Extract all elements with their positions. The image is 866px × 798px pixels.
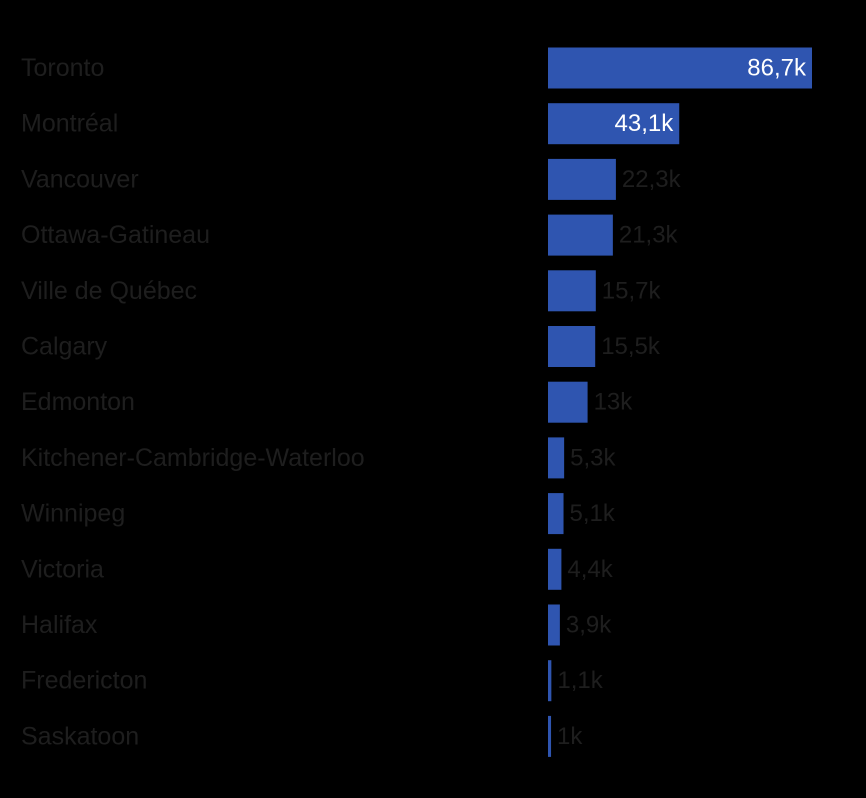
value-labels: 86,7k 43,1k 22,3k 21,3k 15,7k 15,5k 13k 5,3k 5,1…: [557, 55, 807, 750]
data-label: 1k: [557, 723, 583, 750]
data-label: 13k: [594, 389, 634, 416]
bar: [548, 493, 564, 535]
data-label: 1,1k: [557, 667, 603, 694]
category-labels: Toronto Montréal Vancouver Ottawa-Gatineau V…: [21, 54, 365, 750]
data-label: 5,3k: [570, 444, 616, 471]
category-label: Edmonton: [21, 388, 135, 416]
bar: [548, 381, 588, 423]
bar: [548, 103, 680, 145]
bar: [548, 437, 565, 479]
data-label: 21,3k: [619, 222, 679, 249]
data-label: 4,4k: [567, 556, 613, 583]
category-label: Victoria: [21, 555, 104, 583]
data-label: 22,3k: [622, 166, 682, 193]
bars: [548, 47, 812, 757]
bar: [548, 326, 596, 367]
category-label: Ottawa-Gatineau: [21, 221, 210, 249]
bar: [548, 214, 613, 256]
data-label: 15,7k: [602, 277, 662, 304]
category-label: Winnipeg: [21, 500, 125, 528]
category-label: Vancouver: [21, 165, 139, 193]
data-label: 5,1k: [570, 500, 616, 527]
bar: [548, 660, 552, 702]
category-label: Calgary: [21, 333, 108, 361]
data-label: 86,7k: [747, 55, 807, 82]
category-label: Montréal: [21, 110, 118, 138]
data-label: 15,5k: [601, 333, 661, 360]
bar: [548, 604, 560, 646]
category-label: Fredericton: [21, 667, 147, 695]
bar: [548, 715, 552, 757]
bar: [548, 270, 596, 312]
bar: [548, 158, 616, 200]
bar: [548, 47, 812, 89]
data-label: 3,9k: [566, 612, 612, 639]
category-label: Kitchener-Cambridge-Waterloo: [21, 444, 365, 472]
category-label: Saskatoon: [21, 722, 139, 750]
data-label: 43,1k: [615, 110, 675, 137]
category-label: Halifax: [21, 611, 98, 639]
category-label: Ville de Québec: [21, 277, 197, 305]
bar: [548, 548, 562, 590]
category-label: Toronto: [21, 54, 104, 82]
